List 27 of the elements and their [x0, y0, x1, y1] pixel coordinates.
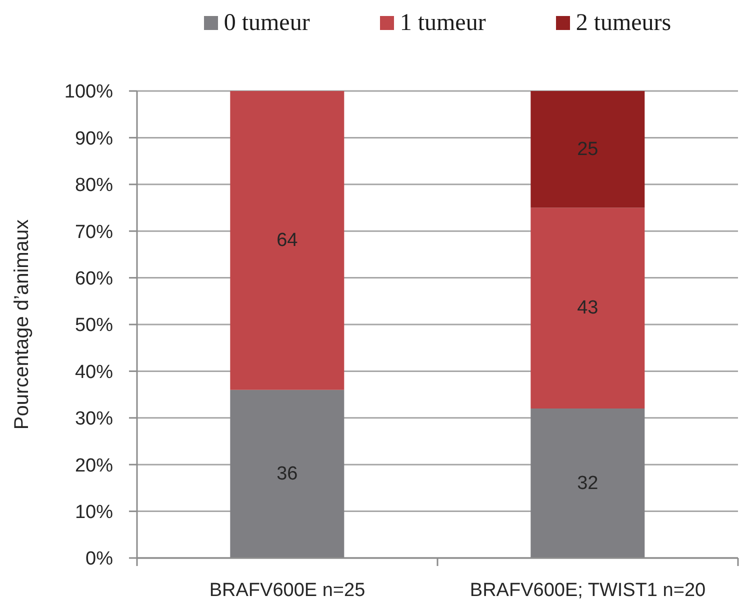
y-tick-label: 100% — [64, 82, 114, 103]
y-axis-title: Pourcentage d’animaux — [11, 219, 33, 430]
y-tick-label: 40% — [74, 362, 114, 383]
bar — [530, 408, 645, 558]
bar — [230, 390, 344, 558]
data-label: 43 — [577, 298, 598, 319]
y-tick-label: 60% — [74, 268, 114, 290]
bar — [530, 208, 645, 409]
y-tick-label: 30% — [74, 408, 114, 430]
y-tick-label: 90% — [74, 128, 114, 150]
bar — [230, 91, 344, 390]
legend-label: 1 tumeur — [400, 10, 486, 36]
data-label: 64 — [276, 230, 298, 251]
legend-label: 2 tumeurs — [576, 10, 672, 36]
legend-label: 0 tumeur — [224, 10, 310, 36]
y-tick-label: 50% — [74, 315, 114, 336]
data-label: 25 — [577, 138, 598, 160]
y-tick-label: 10% — [74, 502, 114, 524]
y-tick-label: 20% — [74, 455, 114, 476]
y-tick-label: 70% — [74, 222, 114, 243]
y-tick-label: 80% — [74, 175, 114, 196]
data-label: 36 — [276, 463, 298, 484]
x-tick-label: BRAFV600E; TWIST1 n=20 — [470, 580, 706, 601]
bar — [530, 91, 645, 208]
x-tick-label: BRAFV600E n=25 — [209, 580, 366, 601]
data-label: 32 — [577, 472, 598, 494]
y-tick-label: 0% — [86, 548, 114, 570]
